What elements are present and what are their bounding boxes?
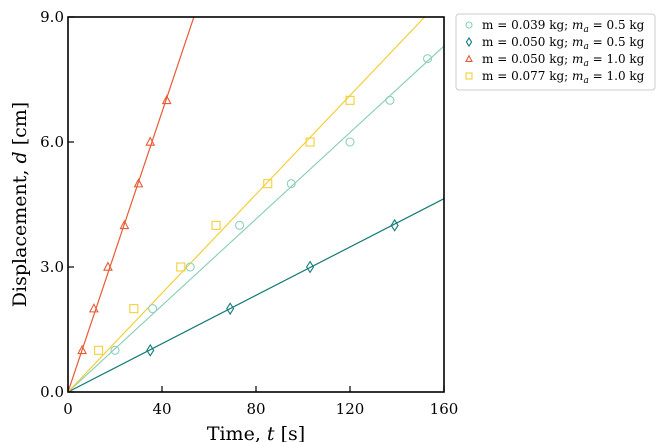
legend-box <box>455 13 656 91</box>
data-point-triangle <box>103 261 113 271</box>
data-point-square <box>94 345 104 355</box>
plot-frame <box>67 16 445 393</box>
data-point-square <box>263 179 273 189</box>
data-point-diamond <box>146 343 155 357</box>
x-axis-label: Time, t [s] <box>207 423 305 442</box>
data-point-triangle <box>465 54 473 62</box>
data-point-circle <box>235 220 245 230</box>
data-point-diamond <box>465 36 473 48</box>
data-point-triangle <box>145 136 156 146</box>
legend-entry: m = 0.050 kg; ma = 0.5 kg <box>482 35 645 52</box>
data-point-circle <box>110 345 120 355</box>
y-axis-label-var: d <box>9 151 31 163</box>
data-point-square <box>305 137 315 147</box>
x-axis-label-main: Time, <box>207 423 267 442</box>
y-tick-label: 6.0 <box>40 133 64 151</box>
x-tick-label: 160 <box>430 400 459 418</box>
y-tick-label: 9.0 <box>40 8 64 26</box>
markers <box>77 54 433 357</box>
data-point-triangle <box>119 219 130 230</box>
data-point-diamond <box>306 260 315 274</box>
fit-line <box>68 45 444 392</box>
data-point-triangle <box>88 303 99 313</box>
data-point-circle <box>385 95 395 105</box>
x-tick-label: 80 <box>246 400 265 418</box>
fit-line <box>68 17 426 392</box>
fit-lines <box>68 17 444 392</box>
legend-entry: m = 0.039 kg; ma = 0.5 kg <box>482 18 645 35</box>
data-point-triangle <box>77 344 88 355</box>
fit-line <box>68 17 195 392</box>
ticks: 0 40 80 120 160 0.0 3.0 6.0 9.0 <box>40 8 458 418</box>
x-tick-label: 40 <box>152 400 171 418</box>
data-point-circle <box>345 137 355 147</box>
y-tick-label: 0.0 <box>40 383 64 401</box>
data-point-square <box>465 72 473 80</box>
x-axis-label-var: t <box>267 423 275 442</box>
data-point-diamond <box>390 218 399 232</box>
data-point-circle <box>286 179 296 189</box>
data-point-circle <box>422 54 433 64</box>
legend: m = 0.039 kg; ma = 0.5 kgm = 0.050 kg; m… <box>455 13 656 91</box>
data-point-square <box>345 95 355 105</box>
y-axis-label: Displacement, d [cm] <box>9 102 31 307</box>
data-point-diamond <box>226 302 235 316</box>
data-point-circle <box>465 21 473 29</box>
x-axis-label-unit: [s] <box>275 423 306 442</box>
data-point-triangle <box>161 94 172 105</box>
y-axis-label-main: Displacement, <box>9 163 31 307</box>
legend-entry: m = 0.050 kg; ma = 1.0 kg <box>482 52 645 69</box>
legend-entry: m = 0.077 kg; ma = 1.0 kg <box>482 69 645 86</box>
fit-line <box>68 198 444 392</box>
y-axis-label-unit: [cm] <box>9 102 31 152</box>
data-point-square <box>176 262 186 272</box>
x-tick-label: 0 <box>63 400 73 418</box>
data-point-square <box>129 304 139 314</box>
data-point-circle <box>185 262 195 272</box>
data-point-triangle <box>133 178 144 188</box>
y-tick-label: 3.0 <box>40 258 64 276</box>
data-point-circle <box>148 304 158 314</box>
data-point-square <box>211 220 221 230</box>
x-tick-label: 120 <box>336 400 365 418</box>
